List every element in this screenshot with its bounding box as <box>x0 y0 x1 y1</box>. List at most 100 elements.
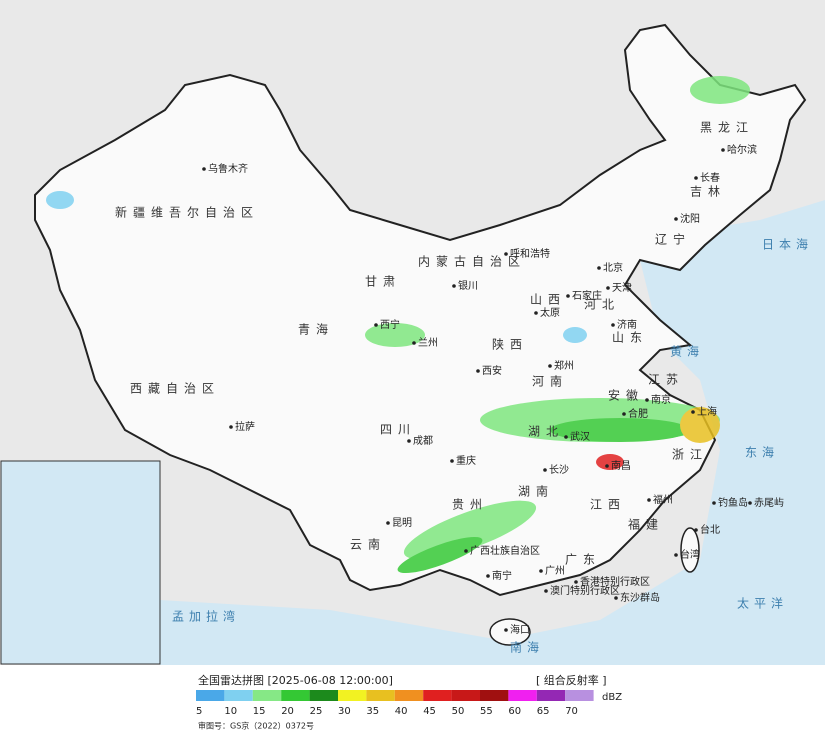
city-label: 石家庄 <box>572 289 602 302</box>
province-label: 贵州 <box>452 498 488 512</box>
echo <box>550 418 690 442</box>
legend-tick: 15 <box>253 706 266 717</box>
city-dot <box>566 294 570 298</box>
city-dot <box>504 628 508 632</box>
city-label: 拉萨 <box>235 420 255 433</box>
sea <box>160 200 825 665</box>
province-label: 福建 <box>628 517 664 532</box>
province-label: 安徽 <box>608 388 644 403</box>
city-dot <box>712 501 716 505</box>
echo <box>397 536 483 574</box>
province-label: 山东 <box>612 331 648 345</box>
city-dot <box>674 553 678 557</box>
legend-panel <box>0 665 825 739</box>
legend-unit: dBZ <box>602 692 622 703</box>
legend-swatch <box>508 690 537 701</box>
legend-tick: 40 <box>395 706 408 717</box>
province-label: 江苏 <box>648 373 684 387</box>
province-label: 浙江 <box>672 448 708 462</box>
city-label: 北京 <box>603 261 623 274</box>
city-label: 南京 <box>651 393 671 406</box>
city-dot <box>504 252 508 256</box>
province-label: 江西 <box>590 498 626 512</box>
city-label: 济南 <box>617 318 637 331</box>
city-label: 香港特别行政区 <box>580 575 650 588</box>
city-dot <box>544 589 548 593</box>
city-label: 广西壮族自治区 <box>470 544 540 557</box>
city-dot <box>452 284 456 288</box>
legend-swatch <box>309 690 338 701</box>
city-label: 武汉 <box>570 430 590 443</box>
city-dot <box>229 425 233 429</box>
sea-label: 黄海 <box>670 344 704 359</box>
city-label: 昆明 <box>392 517 412 529</box>
city-dot <box>464 549 468 553</box>
city-dot <box>748 501 752 505</box>
city-dot <box>564 435 568 439</box>
echo <box>403 500 537 560</box>
city-dot <box>611 323 615 327</box>
legend-swatch <box>565 690 594 701</box>
province-label: 河南 <box>532 374 568 389</box>
hainan <box>489 618 531 646</box>
echo <box>680 407 720 443</box>
province-label: 山西 <box>530 293 566 307</box>
city-label: 重庆 <box>456 454 476 467</box>
city-dot <box>548 364 552 368</box>
city-label: 上海 <box>697 405 717 418</box>
province-label: 甘肃 <box>365 275 401 289</box>
city-dot <box>721 148 725 152</box>
echo <box>690 76 750 104</box>
legend-tick: 5 <box>196 706 202 717</box>
city-dot <box>605 464 609 468</box>
city-dot <box>386 521 390 525</box>
legend-tick: 10 <box>224 706 237 717</box>
province-label: 陕西 <box>492 337 528 352</box>
legend-tick: 50 <box>452 706 465 717</box>
echo <box>46 191 74 209</box>
city-dot <box>694 176 698 180</box>
city-label: 哈尔滨 <box>727 143 757 156</box>
taiwan <box>680 527 700 573</box>
province-label: 西藏自治区 <box>130 382 220 396</box>
city-label: 东沙群岛 <box>620 591 660 604</box>
city-label: 乌鲁木齐 <box>208 162 248 175</box>
city-dot <box>574 580 578 584</box>
city-label: 成都 <box>413 435 433 447</box>
legend-swatch <box>224 690 253 701</box>
city-label: 郑州 <box>554 359 574 372</box>
legend-tick: 70 <box>565 706 578 717</box>
legend-swatch <box>196 690 225 701</box>
city-label: 太原 <box>540 306 560 319</box>
city-dot <box>614 596 618 600</box>
province-label: 云南 <box>350 537 386 552</box>
echo <box>365 323 425 347</box>
city-label: 西宁 <box>380 318 400 331</box>
province-label: 湖北 <box>528 424 564 439</box>
legend-swatch <box>451 690 480 701</box>
city-dot <box>450 459 454 463</box>
province-label: 辽宁 <box>655 232 691 247</box>
province-label: 吉林 <box>690 185 726 199</box>
legend-tick: 60 <box>508 706 521 717</box>
legend-swatch <box>394 690 424 701</box>
legend-swatch <box>480 690 509 701</box>
legend-tick: 55 <box>480 706 493 717</box>
city-dot <box>645 398 649 402</box>
city-dot <box>674 217 678 221</box>
city-label: 赤尾屿 <box>754 497 784 509</box>
city-dot <box>691 410 695 414</box>
sea-label: 孟加拉湾 <box>172 609 240 624</box>
city-dot <box>412 341 416 345</box>
legend-swatch <box>536 690 566 701</box>
city-dot <box>597 266 601 270</box>
city-label: 台湾 <box>680 548 700 561</box>
city-label: 广州 <box>545 565 565 577</box>
legend-swatch <box>366 690 395 701</box>
city-label: 银川 <box>458 279 478 292</box>
province-label: 青海 <box>298 322 334 337</box>
legend-tick: 35 <box>366 706 379 717</box>
legend-swatch <box>281 690 310 701</box>
city-label: 西安 <box>482 364 502 377</box>
